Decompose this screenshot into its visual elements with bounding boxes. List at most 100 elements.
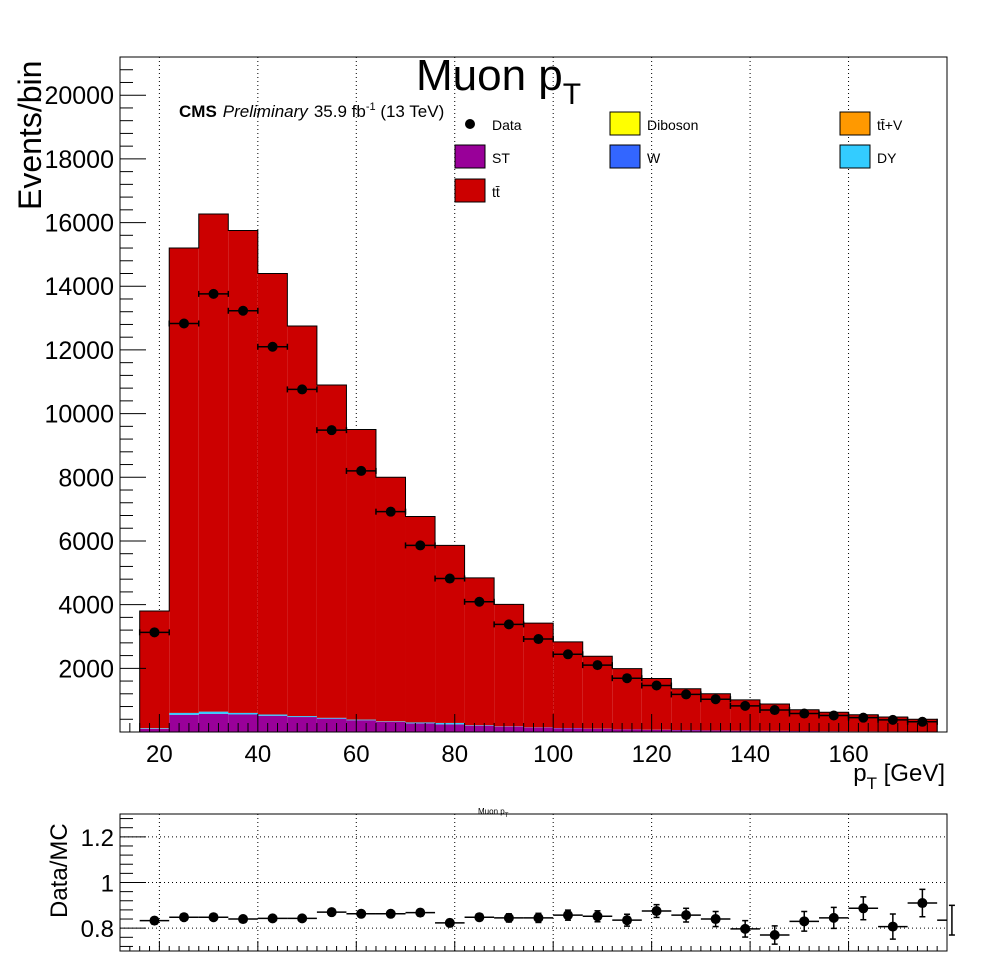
ratio-y-tick-label: 1.2 bbox=[81, 825, 114, 852]
legend-entry: DY bbox=[839, 144, 897, 169]
x-tick-label: 160 bbox=[829, 741, 869, 768]
ratio-point bbox=[228, 914, 258, 925]
main-axes: 20 40 60 80 100 120 140 160 2000 4000 6000 8000 1000… bbox=[44, 69, 948, 768]
ratio-marker bbox=[415, 907, 426, 918]
ratio-marker bbox=[887, 921, 898, 932]
bar-tt bbox=[375, 477, 406, 722]
ratio-marker bbox=[740, 923, 751, 934]
ratio-point bbox=[789, 910, 820, 932]
ratio-marker bbox=[681, 910, 692, 921]
data-marker bbox=[917, 716, 928, 727]
bar-st bbox=[582, 728, 613, 732]
ratio-marker bbox=[385, 908, 396, 919]
ratio-marker bbox=[238, 914, 249, 925]
data-point bbox=[463, 596, 495, 607]
bar-tt bbox=[169, 248, 199, 713]
data-marker bbox=[149, 627, 160, 638]
data-point bbox=[434, 573, 466, 584]
legend-entry: Data bbox=[465, 117, 522, 133]
ratio-marker bbox=[769, 930, 780, 941]
ratio-point bbox=[139, 915, 170, 926]
bar-dy bbox=[346, 719, 376, 721]
y-tick-label: 8000 bbox=[58, 464, 114, 492]
data-point bbox=[404, 540, 436, 551]
ratio-point bbox=[375, 908, 406, 919]
ratio-point bbox=[848, 896, 879, 921]
ratio-data-points bbox=[139, 888, 955, 945]
bar-st bbox=[316, 718, 347, 732]
legend-swatch bbox=[839, 111, 871, 136]
data-point bbox=[581, 660, 614, 671]
data-point bbox=[316, 425, 348, 436]
data-point bbox=[552, 649, 584, 660]
bar-st bbox=[346, 720, 376, 732]
data-point bbox=[611, 673, 643, 684]
data-marker bbox=[238, 305, 249, 316]
bar-st bbox=[257, 715, 288, 732]
data-point bbox=[286, 384, 318, 395]
ratio-point bbox=[494, 912, 524, 923]
ratio-marker bbox=[326, 907, 337, 918]
bar-dy bbox=[257, 714, 288, 716]
ratio-point bbox=[346, 908, 376, 919]
ratio-marker bbox=[149, 915, 160, 926]
bar-st bbox=[405, 723, 436, 732]
ratio-point bbox=[464, 912, 495, 923]
bar-dy bbox=[198, 711, 229, 714]
bar-st bbox=[523, 727, 554, 732]
bar-st bbox=[375, 721, 406, 732]
ratio-y-axis-label: Data/MC bbox=[46, 823, 73, 918]
ratio-point bbox=[405, 907, 436, 918]
ratio-grid bbox=[120, 814, 947, 951]
ratio-point bbox=[641, 903, 672, 919]
legend-swatch bbox=[454, 178, 486, 203]
bar-tt bbox=[198, 213, 229, 712]
legend-entry: Diboson bbox=[609, 111, 698, 136]
y-tick-label: 2000 bbox=[58, 655, 114, 683]
bar-tt bbox=[228, 230, 258, 713]
ratio-marker bbox=[178, 912, 189, 923]
bar-st bbox=[730, 730, 760, 732]
bar-tt bbox=[316, 384, 347, 718]
x-tick-label: 20 bbox=[146, 741, 173, 768]
data-marker bbox=[769, 705, 780, 716]
data-marker bbox=[415, 540, 426, 551]
ratio-point bbox=[287, 913, 317, 924]
x-tick-label: 100 bbox=[533, 741, 573, 768]
ratio-y-tick-label: 0.8 bbox=[81, 916, 114, 943]
main-grid bbox=[158, 57, 850, 732]
data-point bbox=[493, 619, 525, 630]
ratio-point bbox=[582, 910, 613, 923]
data-point bbox=[375, 506, 407, 517]
bar-dy bbox=[316, 717, 347, 719]
ratio-marker bbox=[828, 912, 839, 923]
ratio-y-tick-label: 1 bbox=[101, 871, 114, 898]
bar-tt bbox=[789, 709, 820, 732]
data-marker bbox=[562, 649, 573, 660]
bar-dy bbox=[435, 722, 465, 725]
bar-st bbox=[435, 724, 465, 732]
ratio-point bbox=[730, 919, 760, 938]
bar-st bbox=[464, 725, 495, 732]
legend: Data Diboson tt̄+V ST W DY tt̄ bbox=[454, 111, 903, 203]
ratio-marker bbox=[710, 914, 721, 925]
legend-entry: W bbox=[609, 144, 661, 169]
ratio-marker bbox=[474, 912, 485, 923]
ratio-point bbox=[553, 909, 583, 921]
bar-tt bbox=[346, 429, 376, 720]
data-marker bbox=[681, 689, 692, 700]
ratio-marker bbox=[444, 917, 455, 928]
y-tick-label: 14000 bbox=[44, 273, 114, 301]
legend-label: W bbox=[647, 150, 661, 166]
stack-outline bbox=[139, 213, 938, 732]
ratio-marker bbox=[533, 912, 544, 923]
data-point bbox=[138, 627, 170, 638]
data-marker bbox=[592, 660, 603, 671]
ratio-point bbox=[198, 912, 229, 923]
bar-dy bbox=[287, 716, 317, 718]
bar-st bbox=[612, 729, 642, 732]
data-marker bbox=[326, 425, 337, 436]
data-point bbox=[257, 341, 289, 352]
bar-st bbox=[139, 728, 170, 732]
